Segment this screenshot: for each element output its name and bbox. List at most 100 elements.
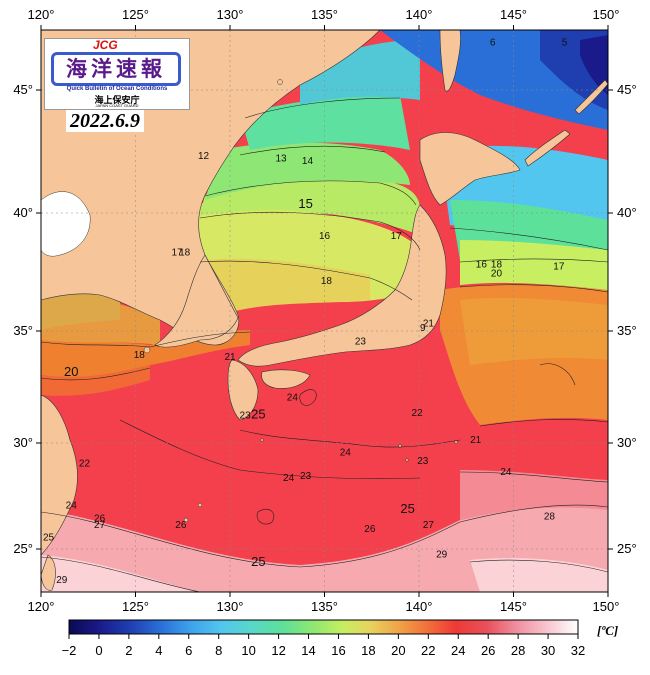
colorbar-tick-label: 22 (421, 643, 435, 658)
lat-label: 40° (617, 205, 637, 220)
colorbar-tick-label: 8 (215, 643, 222, 658)
colorbar-tick-label: 24 (451, 643, 465, 658)
jcg-logo: JCG 海洋速報 Quick Bulletin of Ocean Conditi… (44, 38, 190, 110)
lon-label: 145° (500, 599, 527, 614)
contour-label: 17 (391, 231, 403, 242)
lat-label: 40° (13, 205, 33, 220)
contour-label: 24 (500, 467, 512, 478)
lat-labels-left: 45° 40° 35° 30° 25° (13, 82, 33, 556)
contour-label: 21 (470, 435, 482, 446)
colorbar-tick-label: 10 (241, 643, 255, 658)
colorbar-tick-label: 18 (361, 643, 375, 658)
lon-labels-top: 120° 125° 130° 135° 140° 145° 150° (28, 7, 620, 22)
bulletin-date: 2022.6.9 (66, 110, 144, 132)
contour-label: 23 (355, 336, 367, 347)
contour-label: 24 (340, 448, 352, 459)
contour-label: 27 (94, 520, 106, 531)
contour-label: 24 (287, 392, 299, 403)
colorbar-tick-label: 20 (391, 643, 405, 658)
lon-label: 150° (593, 599, 620, 614)
contour-label: 26 (175, 520, 187, 531)
colorbar-gradient (68, 619, 579, 635)
contour-label: 26 (364, 524, 376, 535)
contour-label: 14 (302, 156, 314, 167)
colorbar-tick-label: 32 (571, 643, 585, 658)
contour-label: 22 (412, 408, 424, 419)
colorbar-tick-label: 16 (331, 643, 345, 658)
contour-label: 9 (420, 323, 426, 334)
colorbar-tick-label: 12 (271, 643, 285, 658)
contour-label: 27 (423, 520, 435, 531)
lon-labels-bottom: 120° 125° 130° 135° 140° 145° 150° (28, 599, 620, 614)
lat-label: 35° (13, 323, 33, 338)
colorbar-tick-label: 0 (95, 643, 102, 658)
lat-label: 30° (617, 435, 637, 450)
lon-label: 130° (217, 7, 244, 22)
contour-label: 18 (179, 247, 191, 258)
colorbar-tick-label: 28 (511, 643, 525, 658)
colorbar-tick-label: 30 (541, 643, 555, 658)
contour-label: 18 (321, 276, 333, 287)
lat-label: 45° (617, 82, 637, 97)
colorbar-tick-label: 26 (481, 643, 495, 658)
lon-label: 140° (406, 7, 433, 22)
contour-label: 28 (544, 511, 556, 522)
contour-label: 13 (275, 153, 287, 164)
contour-label: 23 (417, 456, 429, 467)
lat-label: 35° (617, 323, 637, 338)
contour-label: 23 (300, 471, 312, 482)
contour-label: 25 (251, 554, 265, 569)
logo-org: 海上保安庁 (94, 96, 140, 106)
lon-label: 140° (406, 599, 433, 614)
contour-label: 25 (43, 533, 55, 544)
contour-label: 29 (436, 549, 448, 560)
logo-title-frame: 海洋速報 (51, 52, 181, 86)
lon-label: 125° (122, 599, 149, 614)
colorbar-ticks (68, 634, 579, 639)
lon-label: 135° (311, 7, 338, 22)
contour-label: 12 (198, 151, 210, 162)
lat-label: 25° (617, 541, 637, 556)
contour-label: 25 (251, 406, 265, 421)
lon-label: 130° (217, 599, 244, 614)
lon-label: 125° (122, 7, 149, 22)
contour-label: 18 (491, 259, 503, 270)
contour-label: 29 (56, 575, 68, 586)
logo-subtitle: Quick Bulletin of Ocean Conditions (66, 86, 168, 92)
lat-label: 45° (13, 82, 33, 97)
graticule (41, 30, 608, 592)
contour-label: 24 (66, 501, 78, 512)
contour-label: 18 (134, 350, 146, 361)
contour-label: 5 (562, 38, 568, 49)
contour-label: 16 (319, 231, 331, 242)
colorbar-tick-label: 2 (125, 643, 132, 658)
colorbar-labels: −2 0 2 4 6 8 10 12 14 16 18 20 22 24 26 28 30 32 (62, 643, 586, 658)
colorbar-tick-label: 14 (301, 643, 315, 658)
logo-badge: JCG (93, 38, 118, 52)
contour-label: 20 (64, 364, 78, 379)
contour-label: 15 (298, 196, 312, 211)
contour-label: 24 (283, 473, 295, 484)
lat-labels-right: 45° 40° 35° 30° 25° (617, 82, 637, 556)
logo-org-en: JAPAN COAST GUARD (95, 103, 139, 108)
lon-label: 150° (593, 7, 620, 22)
colorbar-tick-label: 4 (155, 643, 162, 658)
contour-label: 25 (400, 501, 414, 516)
colorbar-unit: [ºC] (597, 623, 619, 638)
contour-label: 26 (94, 513, 106, 524)
lon-label: 120° (28, 7, 55, 22)
contour-label: 23 (240, 410, 252, 421)
lon-label: 120° (28, 599, 55, 614)
contour-label: 20 (491, 269, 503, 280)
lat-label: 25° (13, 541, 33, 556)
contour-label: 21 (423, 318, 435, 329)
colorbar-tick-label: −2 (62, 643, 77, 658)
colorbar: −2 0 2 4 6 8 10 12 14 16 18 20 22 24 26 28 30 32 (62, 619, 586, 658)
lat-label: 30° (13, 435, 33, 450)
contour-label: 6 (490, 38, 496, 49)
contour-label: 16 (476, 259, 488, 270)
contour-label: 17 (172, 247, 184, 258)
lon-label: 135° (311, 599, 338, 614)
